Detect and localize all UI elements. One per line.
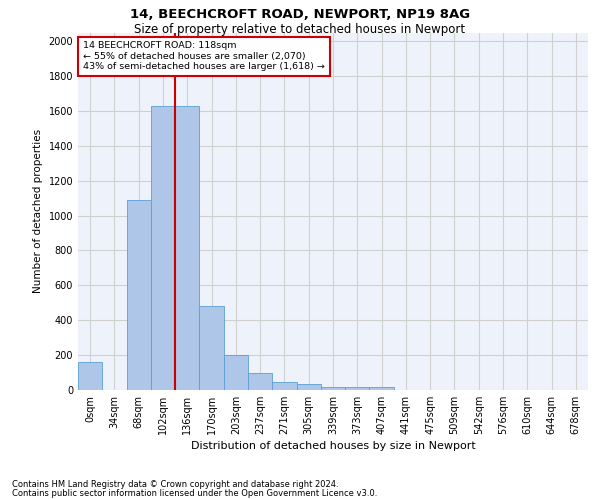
- Y-axis label: Number of detached properties: Number of detached properties: [33, 129, 43, 294]
- Bar: [224, 355, 248, 390]
- Bar: [321, 386, 345, 390]
- Bar: [248, 372, 272, 390]
- Text: 14 BEECHCROFT ROAD: 118sqm
← 55% of detached houses are smaller (2,070)
43% of s: 14 BEECHCROFT ROAD: 118sqm ← 55% of deta…: [83, 42, 325, 71]
- Bar: [78, 362, 102, 390]
- Bar: [127, 200, 151, 390]
- Bar: [296, 384, 321, 390]
- Bar: [151, 106, 175, 390]
- Bar: [370, 388, 394, 390]
- Text: Contains public sector information licensed under the Open Government Licence v3: Contains public sector information licen…: [12, 488, 377, 498]
- Text: Size of property relative to detached houses in Newport: Size of property relative to detached ho…: [134, 22, 466, 36]
- Text: 14, BEECHCROFT ROAD, NEWPORT, NP19 8AG: 14, BEECHCROFT ROAD, NEWPORT, NP19 8AG: [130, 8, 470, 20]
- Bar: [345, 386, 370, 390]
- Text: Contains HM Land Registry data © Crown copyright and database right 2024.: Contains HM Land Registry data © Crown c…: [12, 480, 338, 489]
- Bar: [175, 106, 199, 390]
- Bar: [272, 382, 296, 390]
- X-axis label: Distribution of detached houses by size in Newport: Distribution of detached houses by size …: [191, 441, 475, 451]
- Bar: [199, 306, 224, 390]
